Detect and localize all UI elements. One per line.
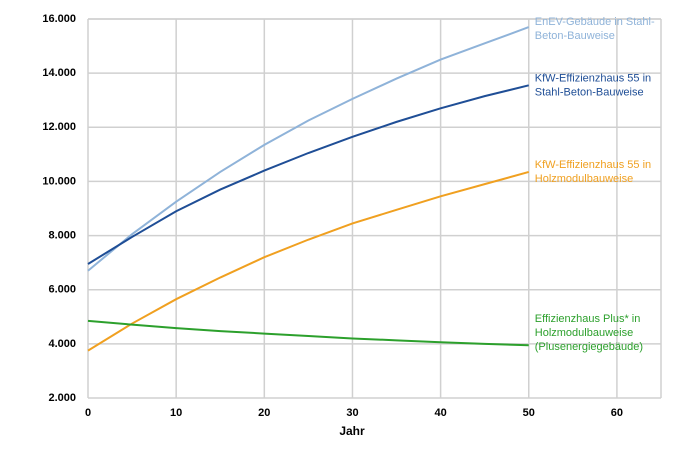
line-series: [87, 319, 529, 347]
y-tick-label: 12.000: [42, 121, 76, 133]
line-series: [87, 26, 530, 272]
series-label: KfW-Effizienzhaus 55 in Stahl-Beton-Bauwe…: [535, 72, 651, 98]
series-label: KfW-Effizienzhaus 55 in Holzmodulbauweise: [535, 159, 651, 185]
y-tick-label: 8.000: [48, 229, 76, 241]
line-series: [87, 84, 530, 265]
x-tick-label: 0: [85, 407, 91, 419]
y-tick-label: 4.000: [48, 338, 76, 350]
y-tick-label: 10.000: [42, 175, 76, 187]
x-tick-label: 10: [170, 407, 182, 419]
y-tick-label: 14.000: [42, 67, 76, 79]
x-tick-label: 60: [611, 407, 623, 419]
y-tick-label: 2.000: [48, 392, 76, 404]
x-axis-label: Jahr: [339, 424, 365, 438]
x-tick-label: 40: [434, 407, 446, 419]
x-tick-label: 50: [523, 407, 535, 419]
y-tick-label: 6.000: [48, 284, 76, 296]
line-series: [87, 170, 530, 352]
x-tick-label: 30: [346, 407, 358, 419]
y-tick-label: 16.000: [42, 13, 76, 25]
x-tick-label: 20: [258, 407, 270, 419]
series-label: Effizienzhaus Plus* in Holzmodulbauweise(…: [535, 313, 643, 353]
series-label: EnEV-Gebäude in Stahl-Beton-Bauweise: [535, 16, 655, 42]
